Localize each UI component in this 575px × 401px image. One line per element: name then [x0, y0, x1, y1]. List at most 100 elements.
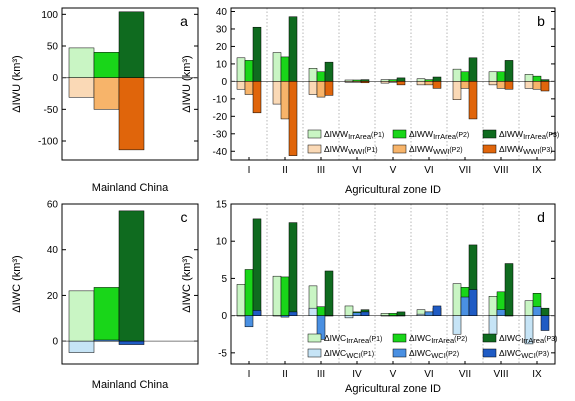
bar-d-V-0 [380, 313, 390, 316]
y-axis-label-d: ΔIWC (km³) [181, 255, 193, 312]
bar-d-VI-5 [432, 305, 442, 316]
bar-d-IX-3 [524, 315, 534, 345]
bar-d-V-1 [388, 313, 398, 316]
bar-a-5 [118, 77, 145, 151]
bar-b-II-2 [288, 16, 298, 82]
bar-b-III-1 [316, 71, 326, 82]
x-tick-label-d-0: I [248, 369, 251, 380]
bar-b-VI-5 [360, 81, 370, 84]
y-tick-label-d-3: 10 [216, 237, 228, 248]
legend-swatch-d-2 [482, 333, 497, 343]
panel-letter-d: d [537, 209, 545, 225]
bar-b-VI-5 [432, 81, 442, 89]
x-tick-label-d-5: VI [424, 369, 433, 380]
bar-c-0 [68, 290, 95, 342]
bar-d-IX-5 [540, 315, 550, 331]
bar-b-VII-2 [468, 57, 478, 82]
bar-b-VIII-0 [488, 71, 498, 82]
x-axis-label-b: Agricultural zone ID [345, 184, 441, 196]
bar-b-VIII-4 [496, 81, 506, 89]
bar-a-0 [68, 47, 95, 78]
x-tick-label-b-0: I [248, 165, 251, 176]
bar-b-VIII-1 [496, 71, 506, 82]
legend-swatch-d-1 [392, 333, 407, 343]
legend-swatch-b-1 [392, 129, 407, 139]
legend-swatch-b-5 [482, 144, 497, 154]
bar-b-II-3 [272, 81, 282, 105]
bar-b-V-4 [388, 81, 398, 83]
bar-b-IX-4 [532, 81, 542, 90]
x-tick-label-d-3: IV [352, 369, 362, 380]
bar-a-1 [93, 52, 120, 78]
bar-b-VI-2 [360, 79, 370, 82]
legend-label-b-3: ΔIWWWWI(P1) [324, 144, 378, 156]
x-tick-label-b-6: VII [459, 165, 471, 176]
bar-c-2 [118, 210, 145, 342]
y-tick-label-b-8: 40 [216, 7, 228, 18]
bar-b-V-0 [380, 79, 390, 82]
y-tick-label-b-1: -30 [213, 129, 228, 140]
bar-d-VII-5 [468, 289, 478, 316]
bar-d-IV-0 [344, 305, 354, 316]
y-tick-label-a-3: 50 [47, 42, 59, 53]
legend-swatch-d-3 [307, 348, 322, 358]
x-tick-label-d-7: VIII [493, 369, 508, 380]
legend-swatch-b-4 [392, 144, 407, 154]
bar-d-VII-3 [452, 315, 462, 335]
bar-b-II-0 [272, 52, 282, 82]
panel-letter-b: b [537, 13, 545, 29]
x-tick-label-b-4: V [390, 165, 397, 176]
x-tick-label-b-1: II [282, 165, 288, 176]
bar-b-II-1 [280, 56, 290, 82]
x-tick-label-d-4: V [390, 369, 397, 380]
bar-c-3 [68, 340, 95, 353]
legend-label-b-4: ΔIWWWWI(P2) [409, 144, 463, 156]
x-tick-label-b-5: VI [424, 165, 433, 176]
bar-b-II-4 [280, 81, 290, 120]
bar-d-IV-3 [344, 315, 354, 319]
legend-label-b-1: ΔIWWIrrArea(P2) [409, 129, 469, 141]
bar-d-IX-2 [540, 307, 550, 316]
legend-swatch-b-3 [307, 144, 322, 154]
plot-frame-c [61, 203, 199, 365]
y-tick-label-c-2: 40 [47, 245, 59, 256]
legend-label-d-0: ΔIWCIrrArea(P1) [324, 333, 382, 345]
bar-c-1 [93, 287, 120, 342]
legend-label-d-2: ΔIWCIrrArea(P3) [499, 333, 557, 345]
x-axis-label-d: Agricultural zone ID [345, 383, 441, 395]
bar-d-II-4 [280, 315, 290, 318]
bar-b-VI-0 [416, 78, 426, 82]
bar-d-I-1 [244, 269, 254, 316]
bar-b-I-2 [252, 26, 262, 82]
bar-b-V-3 [380, 81, 390, 84]
bar-b-VI-3 [416, 81, 426, 86]
y-tick-label-c-1: 20 [47, 291, 59, 302]
bar-d-IX-4 [532, 306, 542, 316]
bar-c-5 [118, 340, 145, 345]
x-tick-label-b-7: VIII [493, 165, 508, 176]
bar-c-4 [93, 339, 120, 342]
y-tick-label-c-0: 0 [52, 337, 58, 348]
legend-label-b-5: ΔIWWWWI(P3) [499, 144, 553, 156]
bar-d-IV-5 [360, 311, 370, 316]
bar-b-IX-2 [540, 79, 550, 82]
bar-b-VII-1 [460, 71, 470, 82]
panel-letter-c: c [181, 209, 188, 225]
bar-b-I-0 [236, 57, 246, 82]
bar-b-VII-5 [468, 81, 478, 120]
bar-d-II-0 [272, 275, 282, 316]
bar-d-V-2 [396, 311, 406, 316]
y-tick-label-b-6: 20 [216, 42, 228, 53]
bar-d-II-1 [280, 276, 290, 316]
bar-b-V-2 [396, 77, 406, 82]
bar-b-V-5 [396, 81, 406, 86]
y-tick-label-b-3: -10 [213, 94, 228, 105]
y-tick-label-a-1: -50 [44, 105, 59, 116]
bar-d-VIII-3 [488, 315, 498, 335]
legend-label-d-3: ΔIWCWCI(P1) [324, 348, 374, 360]
bar-b-VI-4 [424, 81, 434, 86]
bar-d-I-5 [252, 310, 262, 316]
legend-label-b-0: ΔIWWIrrArea(P1) [324, 129, 384, 141]
y-axis-label-b: ΔIWU (km³) [181, 55, 193, 112]
